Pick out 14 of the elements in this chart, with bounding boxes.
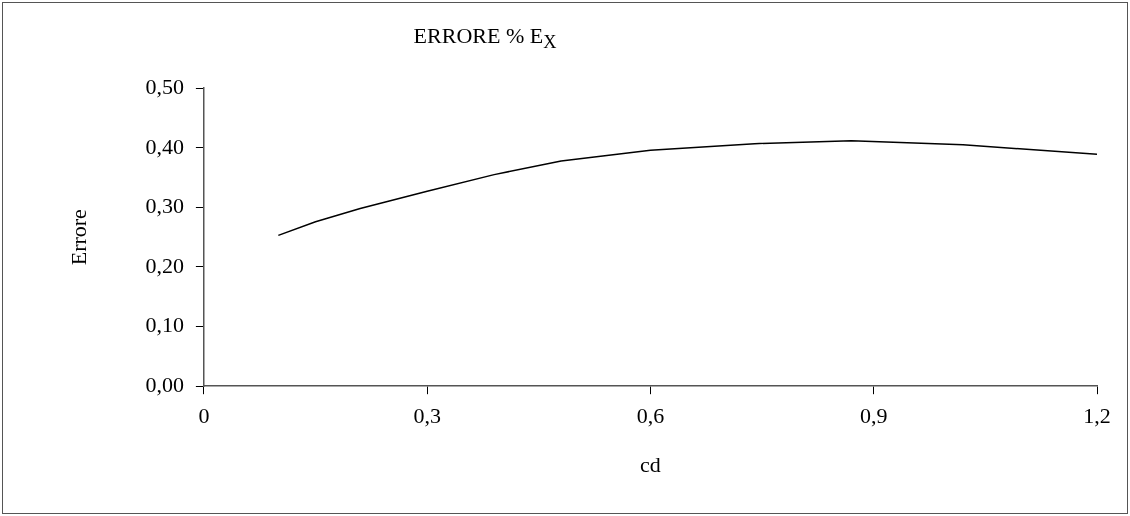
- x-tick-label: 0,9: [859, 403, 888, 429]
- x-tick-label: 1,2: [1083, 403, 1111, 429]
- y-tick-label: 0,00: [145, 371, 184, 397]
- x-tick-label: 0,6: [636, 403, 665, 429]
- x-tick-label: 0: [198, 403, 210, 429]
- y-tick-label: 0,30: [145, 193, 184, 219]
- x-tick-label: 0,3: [413, 403, 441, 429]
- y-tick-label: 0,50: [145, 73, 184, 99]
- x-axis-title: cd: [640, 451, 661, 477]
- y-tick-label: 0,20: [145, 252, 184, 278]
- y-tick-label: 0,10: [145, 312, 184, 338]
- y-axis-title: Errore: [65, 209, 91, 266]
- chart-title: ERRORE % E$_{X}$: [412, 23, 558, 54]
- y-tick-label: 0,40: [145, 133, 184, 159]
